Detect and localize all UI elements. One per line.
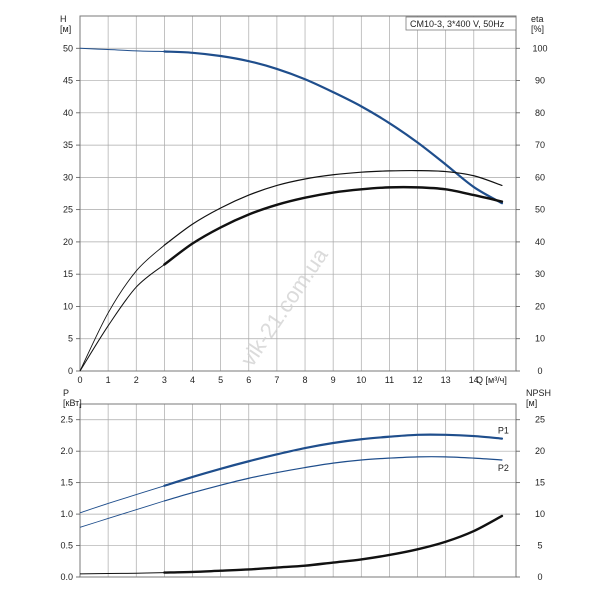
head-tick-label: 40 [63, 108, 73, 118]
npsh-tick-label: 20 [535, 446, 545, 456]
eta-tick-label: 90 [535, 76, 545, 86]
x-tick-label: 7 [274, 375, 279, 385]
curve-eta_overall [163, 185, 504, 266]
x-tick-label: 5 [218, 375, 223, 385]
eta-tick-label: 50 [535, 205, 545, 215]
head-tick-label: 50 [63, 43, 73, 53]
x-tick-label: 12 [413, 375, 423, 385]
eta-tick-label: 10 [535, 334, 545, 344]
head-tick-label: 30 [63, 172, 73, 182]
eta-tick-label: 20 [535, 301, 545, 311]
curve-h [163, 50, 504, 205]
head-tick-label: 15 [63, 269, 73, 279]
npsh-tick-label: 10 [535, 509, 545, 519]
x-tick-label: 3 [162, 375, 167, 385]
top-chart-ticks: 0 1 2 3 4 5 6 7 8 9 10 11 12 13 1405101520253035404550… [63, 43, 548, 385]
efficiency-axis-label: eta [%] [531, 14, 544, 34]
eta-tick-label: 30 [535, 269, 545, 279]
x-tick-label: 1 [106, 375, 111, 385]
head-tick-label: 20 [63, 237, 73, 247]
series-label-p1: P1 [498, 426, 509, 436]
curve-eta_hydraulic-low-flow [79, 244, 165, 372]
curve-npsh [163, 514, 504, 574]
npsh-tick-label: 15 [535, 478, 545, 488]
bottom-chart-ticks: 0.0 0.5 1.0 1.5 2.0 2.5 0 5 10 15 20 25 [60, 415, 545, 582]
head-axis-label: H [м] [60, 14, 71, 34]
head-tick-label: 25 [63, 205, 73, 215]
head-tick-label: 35 [63, 140, 73, 150]
curve-h-low-flow [79, 47, 165, 52]
power-tick-label: 2.5 [60, 415, 73, 425]
x-tick-label: 0 [77, 375, 82, 385]
head-tick-label: 10 [63, 301, 73, 311]
curve-p1-low-flow [79, 485, 165, 514]
curve-p2-low-flow [79, 500, 165, 528]
power-tick-label: 2.0 [60, 446, 73, 456]
top-chart-frame [79, 15, 517, 372]
power-tick-label: 0.0 [60, 572, 73, 582]
flow-axis-label: Q [м³/ч] [476, 375, 507, 385]
power-tick-label: 1.5 [60, 478, 73, 488]
curve-eta_hydraulic [163, 169, 503, 246]
top-chart-grid [79, 16, 516, 372]
head-tick-label: 0 [68, 366, 73, 376]
x-tick-label: 14 [469, 375, 479, 385]
x-tick-label: 9 [331, 375, 336, 385]
eta-tick-label: 100 [532, 43, 547, 53]
bottom-chart-grid [79, 404, 516, 578]
x-tick-label: 4 [190, 375, 195, 385]
bottom-chart-frame [79, 403, 517, 578]
x-tick-label: 8 [303, 375, 308, 385]
x-tick-label: 10 [356, 375, 366, 385]
chart-title: CM10-3, 3*400 V, 50Hz [410, 19, 505, 29]
head-tick-label: 5 [68, 334, 73, 344]
npsh-tick-label: 5 [537, 541, 542, 551]
npsh-tick-label: 0 [537, 572, 542, 582]
curve-eta_overall-low-flow [79, 264, 165, 372]
chart-curves: P1 P2 [79, 47, 509, 575]
x-tick-label: 2 [134, 375, 139, 385]
chart-title-box [405, 16, 517, 31]
x-tick-label: 11 [385, 375, 394, 385]
curve-p1 [163, 433, 504, 487]
npsh-axis-label: NPSH [м] [526, 388, 551, 408]
power-axis-label: P [кВт] [63, 388, 82, 408]
power-tick-label: 0.5 [60, 541, 73, 551]
power-tick-label: 1.0 [60, 509, 73, 519]
series-label-p2: P2 [498, 463, 509, 473]
head-tick-label: 45 [63, 76, 73, 86]
eta-tick-label: 0 [537, 366, 542, 376]
eta-tick-label: 80 [535, 108, 545, 118]
curve-npsh-low-flow [79, 572, 165, 575]
npsh-tick-label: 25 [535, 415, 545, 425]
eta-tick-label: 60 [535, 172, 545, 182]
curve-p2 [163, 456, 503, 502]
eta-tick-label: 70 [535, 140, 545, 150]
eta-tick-label: 40 [535, 237, 545, 247]
x-tick-label: 6 [246, 375, 251, 385]
x-tick-label: 13 [441, 375, 451, 385]
